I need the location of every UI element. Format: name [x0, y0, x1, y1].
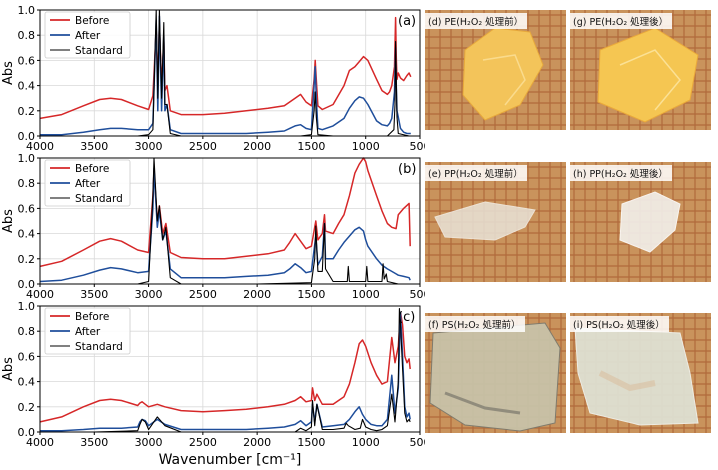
photo-pp-after-label: (h) PP(H₂O₂ 処理後） [570, 165, 672, 181]
photo-pp-before-image [425, 162, 566, 282]
y-tick-label: 1.0 [18, 4, 36, 17]
spectrum-panel-1: 0.0 0.2 0.4 0.6 0.8 1.0 4000 3500 3000 2500 2000 15… [1, 4, 425, 153]
y-axis-label: Abs [1, 209, 16, 233]
x-tick-label: 1000 [352, 140, 380, 153]
plot-frame [39, 157, 421, 285]
photo-ps-before-image [425, 313, 566, 433]
photo-pp-before: (e) PP(H₂O₂ 処理前） [425, 162, 566, 282]
y-tick-label: 0.4 [18, 80, 36, 93]
photo-ps-after-label: (i) PS(H₂O₂ 処理後） [570, 316, 669, 332]
x-tick-label: 4000 [26, 288, 54, 301]
y-tick-label: 0.4 [18, 228, 36, 241]
legend-label-after: After [75, 178, 101, 190]
x-tick-label: 3000 [135, 436, 163, 449]
x-tick-label: 2500 [189, 288, 217, 301]
x-tick-label: 3000 [135, 288, 163, 301]
legend-box [44, 11, 131, 59]
y-tick-label: 0.8 [18, 325, 36, 338]
series-line-after [39, 167, 411, 283]
photo-pe-before-label: (d) PE(H₂O₂ 処理前） [425, 13, 528, 29]
photo-ps-before: (f) PS(H₂O₂ 処理前） [425, 313, 566, 433]
y-tick-label: 0.6 [18, 202, 36, 215]
y-tick-label: 0.6 [18, 350, 36, 363]
x-tick-label: 4000 [26, 436, 54, 449]
legend-box [44, 307, 131, 355]
series-line-before [39, 311, 411, 423]
y-tick-label: 1.0 [18, 152, 36, 165]
x-tick-label: 1000 [352, 436, 380, 449]
y-tick-label: 0.8 [18, 29, 36, 42]
legend-label-standard: Standard [75, 193, 123, 205]
photo-pp-before-label: (e) PP(H₂O₂ 処理前） [425, 165, 527, 181]
x-tick-label: 2500 [189, 140, 217, 153]
y-tick-label: 0.8 [18, 177, 36, 190]
x-tick-label: 500 [410, 436, 426, 449]
photo-pe-after-image [570, 10, 711, 130]
legend-label-standard: Standard [75, 45, 123, 57]
legend-label-after: After [75, 326, 101, 338]
panel-label: (c) [398, 310, 415, 325]
x-tick-label: 2000 [243, 288, 271, 301]
photo-ps-after: (i) PS(H₂O₂ 処理後） [570, 313, 711, 433]
x-tick-label: 3500 [80, 436, 108, 449]
series-line-standard [40, 307, 411, 433]
x-tick-label: 1500 [297, 288, 325, 301]
y-axis-label: Abs [1, 357, 16, 381]
x-tick-label: 1000 [352, 288, 380, 301]
x-tick-label: 2000 [243, 436, 271, 449]
y-tick-label: 0.0 [18, 130, 36, 143]
x-tick-label: 500 [410, 140, 426, 153]
spectrum-panel-2: 0.0 0.2 0.4 0.6 0.8 1.0 4000 3500 3000 2500 2000 15… [1, 152, 425, 301]
legend-label-before: Before [75, 311, 109, 323]
photo-ps-after-image [570, 313, 711, 433]
legend-label-standard: Standard [75, 341, 123, 353]
legend-label-after: After [75, 30, 101, 42]
y-tick-label: 0.4 [18, 376, 36, 389]
y-tick-label: 0.0 [18, 278, 36, 291]
plot-frame [39, 9, 421, 137]
series-line-standard [40, 157, 411, 285]
x-tick-label: 2500 [189, 436, 217, 449]
y-tick-label: 1.0 [18, 300, 36, 313]
photo-pp-after: (h) PP(H₂O₂ 処理後） [570, 162, 711, 282]
panel-label: (b) [398, 162, 416, 177]
x-tick-label: 3000 [135, 140, 163, 153]
legend-label-before: Before [75, 163, 109, 175]
x-tick-label: 2000 [243, 140, 271, 153]
legend: Before After Standard [44, 307, 131, 355]
legend-box [44, 159, 131, 207]
legend: Before After Standard [44, 159, 131, 207]
legend-label-before: Before [75, 15, 109, 27]
y-tick-label: 0.2 [18, 253, 36, 266]
photo-ps-before-label: (f) PS(H₂O₂ 処理前） [425, 316, 525, 332]
legend: Before After Standard [44, 11, 131, 59]
x-tick-label: 3500 [80, 288, 108, 301]
y-tick-label: 0.0 [18, 426, 36, 439]
photo-pe-before: (d) PE(H₂O₂ 処理前） [425, 10, 566, 130]
x-tick-label: 4000 [26, 140, 54, 153]
x-tick-label: 500 [410, 288, 426, 301]
y-axis-label: Abs [1, 61, 16, 85]
x-axis-label: Wavenumber [cm⁻¹] [159, 452, 302, 468]
x-tick-label: 3500 [80, 140, 108, 153]
photo-pe-after-label: (g) PE(H₂O₂ 処理後） [570, 13, 673, 29]
y-tick-label: 0.2 [18, 105, 36, 118]
x-tick-label: 1500 [297, 436, 325, 449]
x-tick-label: 1500 [297, 140, 325, 153]
photo-pp-after-image [570, 162, 711, 282]
y-tick-label: 0.6 [18, 54, 36, 67]
plot-frame [39, 305, 421, 433]
spectrum-panel-3: 0.0 0.2 0.4 0.6 0.8 1.0 4000 3500 3000 2500 2000 15… [1, 300, 425, 468]
photo-pe-after: (g) PE(H₂O₂ 処理後） [570, 10, 711, 130]
panel-label: (a) [398, 14, 416, 29]
y-tick-label: 0.2 [18, 401, 36, 414]
